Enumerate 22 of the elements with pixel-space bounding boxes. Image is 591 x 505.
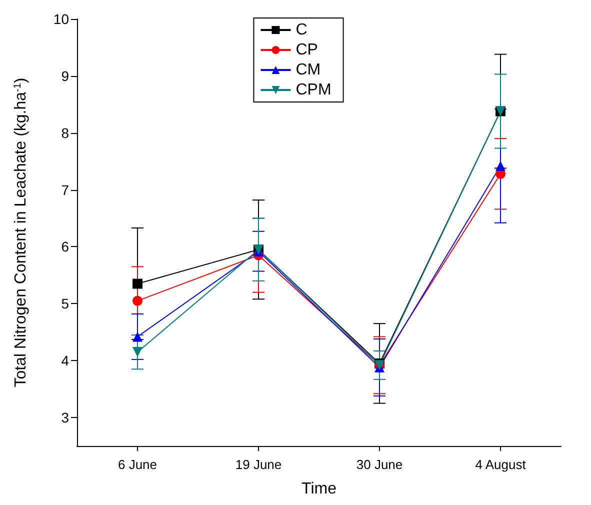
x-tick-label: 30 June (356, 457, 403, 472)
x-tick-label: 19 June (235, 457, 282, 472)
y-tick-label: 8 (61, 124, 70, 141)
x-axis-title: Time (302, 480, 337, 498)
y-tick-label: 6 (61, 238, 70, 255)
legend-label: CPM (296, 82, 332, 98)
y-tick-label: 9 (61, 68, 70, 84)
x-tick-label: 4 August (475, 457, 526, 472)
point (132, 278, 142, 289)
y-tick-label: 7 (61, 182, 70, 198)
y-tick-label: 10 (53, 11, 70, 27)
point (132, 296, 142, 306)
y-tick-label: 4 (61, 352, 70, 369)
y-tick-label: 3 (61, 410, 70, 426)
point (496, 160, 506, 171)
y-axis-title: Total Nitrogen Content in Leachate (kg.ha-1) (12, 78, 30, 388)
y-tick-label: 5 (61, 296, 70, 312)
point (132, 332, 142, 342)
legend-label: C (296, 22, 308, 38)
legend-label: CM (296, 62, 321, 78)
x-tick-label: 6 June (118, 457, 158, 472)
legend-label: CP (296, 42, 318, 58)
